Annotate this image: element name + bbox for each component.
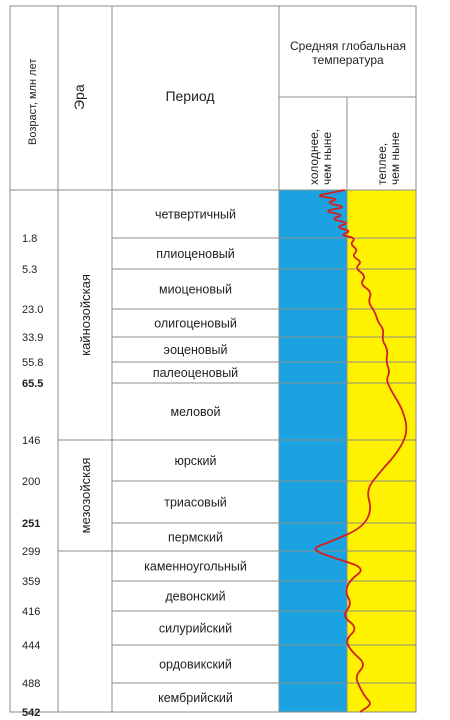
period-label: девонский bbox=[165, 590, 225, 604]
age-label: 23.0 bbox=[22, 304, 43, 316]
temperature-curve bbox=[314, 189, 408, 713]
age-label: 251 bbox=[22, 518, 40, 530]
temperature-header: Средняя глобальная температура bbox=[290, 39, 406, 67]
period-label: кембрийский bbox=[158, 691, 233, 705]
era-label: палеозойская bbox=[0, 0, 42, 3]
period-label: каменноугольный bbox=[144, 560, 247, 574]
period-label: пермский bbox=[168, 531, 223, 545]
age-label: 1.8 bbox=[22, 233, 37, 245]
period-label: ордовикский bbox=[159, 658, 232, 672]
age-label: 488 bbox=[22, 678, 40, 690]
age-label: 146 bbox=[22, 435, 40, 447]
age-label: 299 bbox=[22, 546, 40, 558]
age-label: 5.3 bbox=[22, 264, 37, 276]
era-column-header: Эра bbox=[71, 84, 87, 110]
period-label: триасовый bbox=[164, 496, 227, 510]
age-column-header: Возраст, млн лет bbox=[27, 59, 39, 145]
era-label: мезозойская bbox=[78, 458, 93, 534]
period-label: меловой bbox=[171, 405, 221, 419]
period-column-header: Период bbox=[165, 88, 214, 104]
warmer-header: теплее,чем ныне bbox=[375, 132, 402, 185]
table-border bbox=[9, 5, 417, 713]
age-label: 55.8 bbox=[22, 357, 43, 369]
age-label: 200 bbox=[22, 476, 40, 488]
age-label: 65.5 bbox=[22, 378, 43, 390]
period-label: палеоценовый bbox=[153, 366, 238, 380]
age-label: 416 bbox=[22, 606, 40, 618]
period-label: миоценовый bbox=[159, 283, 232, 297]
period-label: олигоценовый bbox=[154, 317, 237, 331]
period-label: четвертичный bbox=[155, 208, 236, 222]
age-label: 33.9 bbox=[22, 332, 43, 344]
age-label: 359 bbox=[22, 576, 40, 588]
period-label: силурийский bbox=[159, 622, 232, 636]
period-label: юрский bbox=[174, 454, 216, 468]
age-label: 542 bbox=[22, 707, 40, 719]
period-label: плиоценовый bbox=[156, 247, 234, 261]
warmer-zone bbox=[347, 190, 416, 712]
period-label: эоценовый bbox=[164, 343, 228, 357]
colder-zone bbox=[279, 190, 347, 712]
era-label: кайнозойская bbox=[78, 274, 93, 356]
age-label: 444 bbox=[22, 640, 40, 652]
colder-header: холоднее,чем ныне bbox=[307, 129, 334, 185]
